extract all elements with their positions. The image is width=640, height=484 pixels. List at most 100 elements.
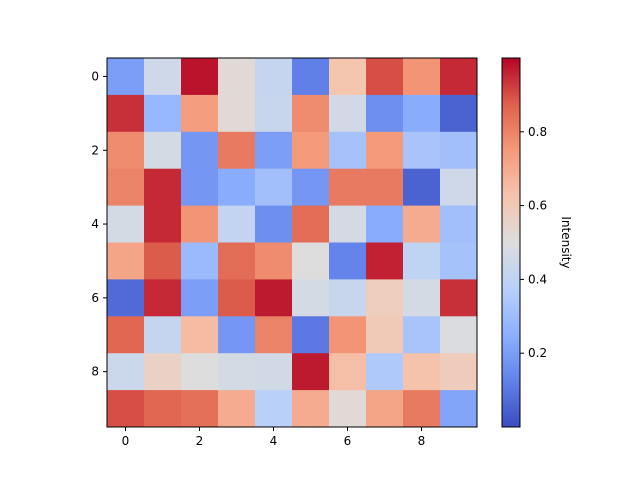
heatmap-cell [366, 131, 404, 170]
heatmap-cell [181, 242, 219, 280]
heatmap-cell [218, 242, 256, 280]
heatmap-cell [218, 168, 256, 207]
heatmap-cell [107, 58, 145, 96]
heatmap-cell [181, 279, 219, 317]
heatmap-cell [144, 205, 182, 243]
heatmap-cell [255, 58, 293, 96]
heatmap-cell [329, 242, 367, 280]
heatmap-cell [218, 131, 256, 170]
y-tick-label: 6 [91, 291, 99, 305]
heatmap-cell [218, 353, 256, 391]
y-tick-label: 8 [91, 365, 99, 379]
heatmap-cell [181, 58, 219, 96]
heatmap-cell [292, 131, 330, 170]
heatmap-cell [144, 316, 182, 354]
heatmap-cells [107, 58, 478, 428]
x-tick-label: 6 [344, 434, 352, 448]
heatmap-cell [107, 353, 145, 391]
heatmap-cell [440, 390, 478, 428]
heatmap-cell [255, 94, 293, 133]
heatmap-cell [440, 279, 478, 317]
heatmap-cell [218, 390, 256, 428]
heatmap-cell [107, 242, 145, 280]
heatmap-cell [329, 205, 367, 243]
heatmap-cell [440, 168, 478, 207]
x-axis: 0 2 4 6 8 [122, 427, 425, 448]
heatmap-cell [403, 316, 441, 354]
heatmap-cell [107, 316, 145, 354]
heatmap-cell [403, 58, 441, 96]
heatmap-cell [440, 131, 478, 170]
heatmap-cell [440, 242, 478, 280]
heatmap-cell [144, 168, 182, 207]
heatmap-cell [181, 205, 219, 243]
heatmap-cell [144, 390, 182, 428]
y-tick-label: 0 [91, 69, 99, 83]
heatmap-cell [440, 316, 478, 354]
heatmap-cell [107, 94, 145, 133]
heatmap-cell [292, 205, 330, 243]
heatmap-cell [144, 242, 182, 280]
colorbar-ticks: 0.2 0.4 0.6 0.8 [520, 125, 547, 360]
heatmap-cell [440, 205, 478, 243]
heatmap-cell [366, 279, 404, 317]
heatmap-cell [403, 168, 441, 207]
heatmap-cell [329, 390, 367, 428]
heatmap-cell [107, 205, 145, 243]
heatmap-cell [329, 58, 367, 96]
colorbar-tick-label: 0.4 [528, 272, 547, 286]
x-tick-label: 0 [122, 434, 130, 448]
heatmap-cell [292, 316, 330, 354]
heatmap-cell [329, 353, 367, 391]
heatmap-cell [181, 390, 219, 428]
heatmap-cell [292, 242, 330, 280]
heatmap-cell [292, 94, 330, 133]
heatmap-cell [255, 390, 293, 428]
heatmap-cell [255, 168, 293, 207]
heatmap-cell [144, 94, 182, 133]
heatmap-cell [329, 94, 367, 133]
heatmap-cell [181, 316, 219, 354]
heatmap-cell [255, 279, 293, 317]
colorbar-gradient [502, 58, 520, 427]
heatmap-cell [255, 353, 293, 391]
heatmap-cell [366, 353, 404, 391]
heatmap-cell [292, 390, 330, 428]
heatmap-cell [144, 58, 182, 96]
heatmap-cell [366, 94, 404, 133]
y-tick-label: 4 [91, 217, 99, 231]
heatmap-cell [366, 390, 404, 428]
heatmap-cell [440, 353, 478, 391]
heatmap-cell [292, 168, 330, 207]
heatmap-cell [144, 279, 182, 317]
heatmap-cell [366, 242, 404, 280]
heatmap-cell [255, 316, 293, 354]
heatmap-cell [329, 168, 367, 207]
heatmap-cell [218, 205, 256, 243]
heatmap-cell [255, 205, 293, 243]
heatmap-cell [181, 168, 219, 207]
heatmap-cell [440, 94, 478, 133]
heatmap-cell [292, 58, 330, 96]
heatmap-cell [144, 353, 182, 391]
heatmap-cell [107, 131, 145, 170]
heatmap-cell [181, 353, 219, 391]
heatmap-cell [403, 390, 441, 428]
heatmap-cell [255, 131, 293, 170]
heatmap-cell [329, 316, 367, 354]
heatmap-cell [366, 58, 404, 96]
colorbar-tick-label: 0.6 [528, 199, 547, 213]
heatmap-cell [403, 131, 441, 170]
heatmap-cell [403, 94, 441, 133]
heatmap-cell [255, 242, 293, 280]
heatmap-cell [440, 58, 478, 96]
heatmap-cell [403, 242, 441, 280]
plot-frame [106, 57, 478, 428]
x-tick-label: 2 [196, 434, 204, 448]
heatmap-cell [181, 94, 219, 133]
colorbar-label: Intensity [559, 216, 573, 268]
heatmap-cell [218, 94, 256, 133]
heatmap-cell [218, 316, 256, 354]
